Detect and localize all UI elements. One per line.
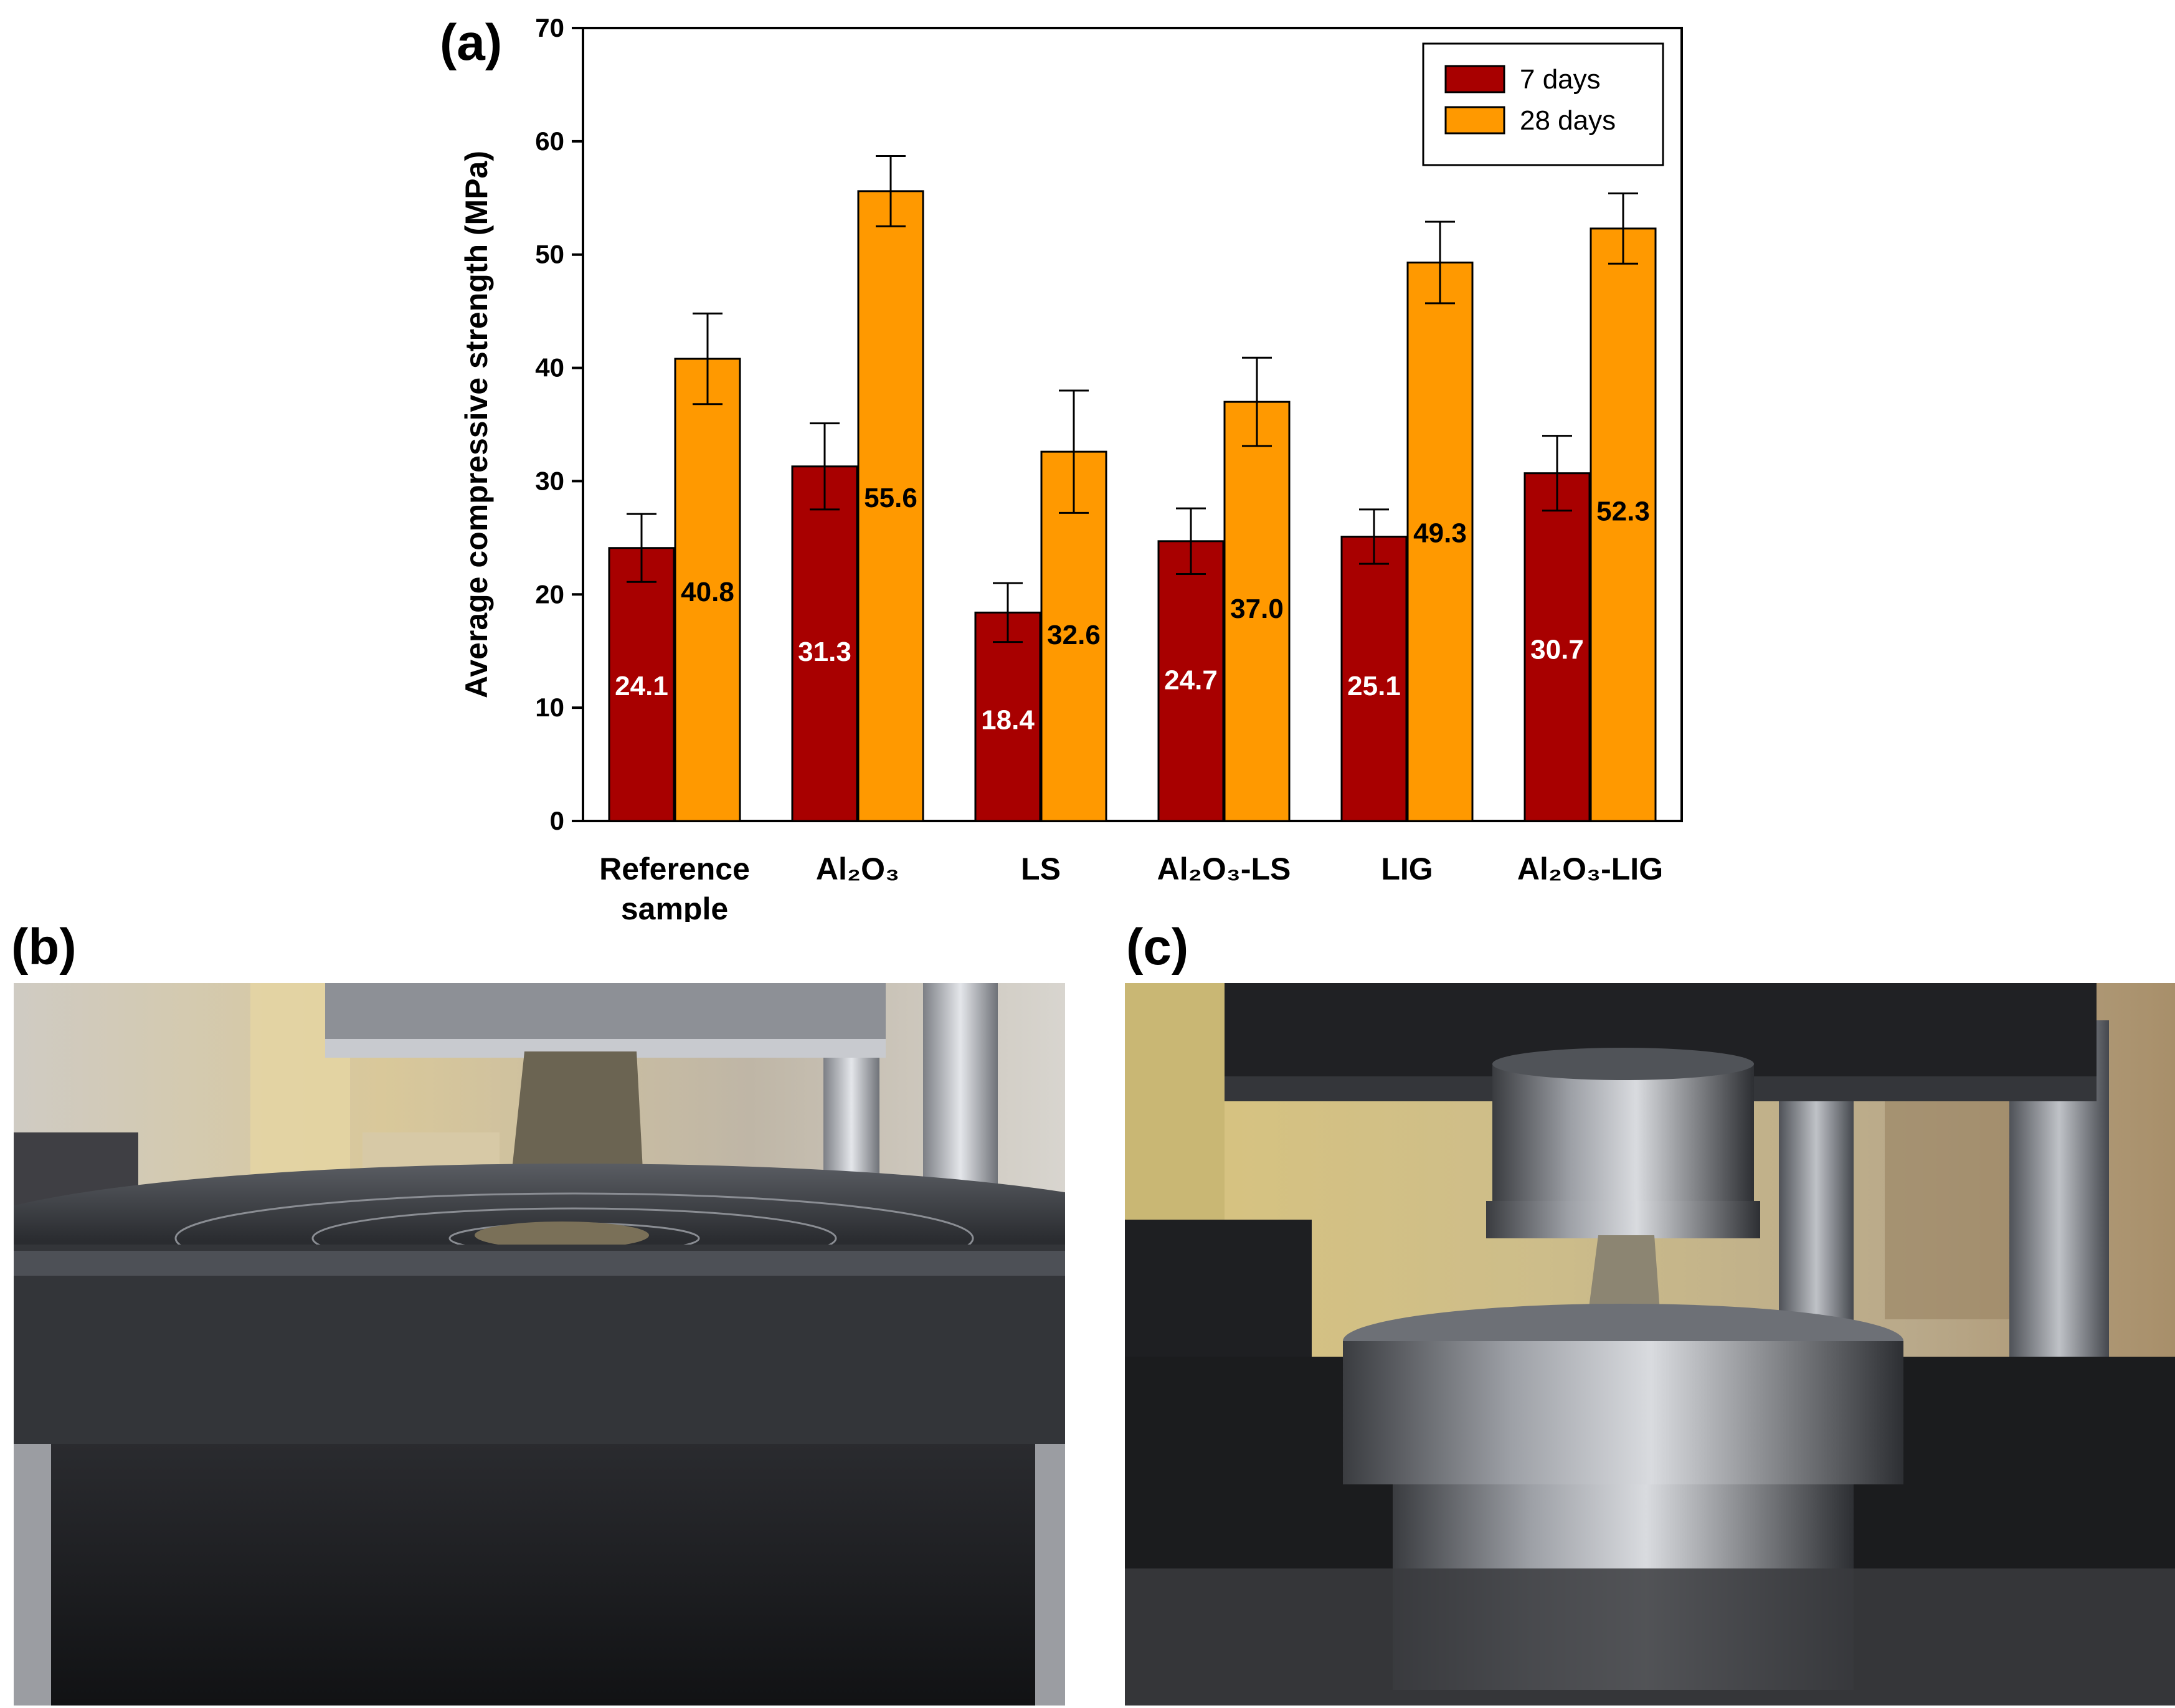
panel-label-a: (a) — [440, 14, 503, 71]
panel-label-b: (b) — [11, 919, 77, 975]
y-tick-label: 40 — [535, 353, 564, 382]
bar-28-days — [1590, 227, 1657, 822]
data-label: 52.3 — [1596, 496, 1650, 527]
x-tick-label: Al₂O₃-LS — [1157, 852, 1291, 886]
legend-label: 28 days — [1520, 105, 1616, 136]
x-tick-label: LS — [1021, 852, 1061, 886]
x-tick-label: Al₂O₃-LIG — [1517, 852, 1663, 886]
bar-7-days — [1523, 472, 1591, 822]
x-tick-label: LIG — [1381, 852, 1433, 886]
bar-28-days — [674, 358, 741, 822]
data-label: 40.8 — [681, 577, 734, 607]
plot-frame — [582, 27, 1683, 822]
bar-7-days — [974, 611, 1041, 822]
y-axis-label: Average compressive strength (MPa) — [459, 151, 494, 698]
legend-label: 7 days — [1520, 64, 1601, 95]
data-label: 32.6 — [1047, 620, 1101, 650]
y-tick-label: 10 — [535, 693, 564, 722]
photo-b-compression-test — [14, 983, 1065, 1706]
data-label: 30.7 — [1530, 635, 1584, 665]
data-label: 24.1 — [615, 671, 668, 701]
bar-7-days — [608, 547, 675, 822]
compression-test-photo-icon — [14, 983, 1065, 1706]
photo-c-compression-test — [1125, 983, 2175, 1706]
data-label: 37.0 — [1230, 594, 1284, 624]
data-label: 31.3 — [798, 637, 851, 667]
y-tick-label: 60 — [535, 126, 564, 156]
x-tick-label: sample — [621, 891, 728, 922]
bar-28-days — [857, 190, 924, 822]
y-tick-label: 70 — [535, 13, 564, 42]
panel-label-c: (c) — [1126, 919, 1189, 975]
compressive-strength-chart: 0 10 20 30 40 50 60 70 Average compressive stren… — [459, 13, 1683, 922]
data-label: 55.6 — [864, 483, 917, 513]
y-tick-label: 30 — [535, 466, 564, 495]
x-tick-label: Al₂O₃ — [816, 852, 899, 886]
bar-28-days — [1406, 261, 1474, 822]
compression-test-photo-icon — [1125, 983, 2175, 1706]
data-label: 49.3 — [1413, 518, 1467, 548]
data-label: 18.4 — [981, 705, 1035, 735]
legend-swatch-7-days — [1444, 65, 1505, 93]
data-label: 24.7 — [1164, 665, 1218, 696]
legend-box — [1422, 42, 1664, 166]
bar-7-days — [791, 465, 858, 822]
y-tick-label: 20 — [535, 579, 564, 609]
y-tick-label: 50 — [535, 240, 564, 269]
bar-7-days — [1157, 540, 1225, 822]
legend-swatch-28-days — [1444, 106, 1505, 135]
bar-7-days — [1340, 536, 1408, 822]
y-tick-label: 0 — [550, 806, 564, 835]
x-tick-label: Reference — [599, 852, 750, 886]
bar-28-days — [1223, 401, 1291, 822]
data-label: 25.1 — [1347, 671, 1401, 701]
